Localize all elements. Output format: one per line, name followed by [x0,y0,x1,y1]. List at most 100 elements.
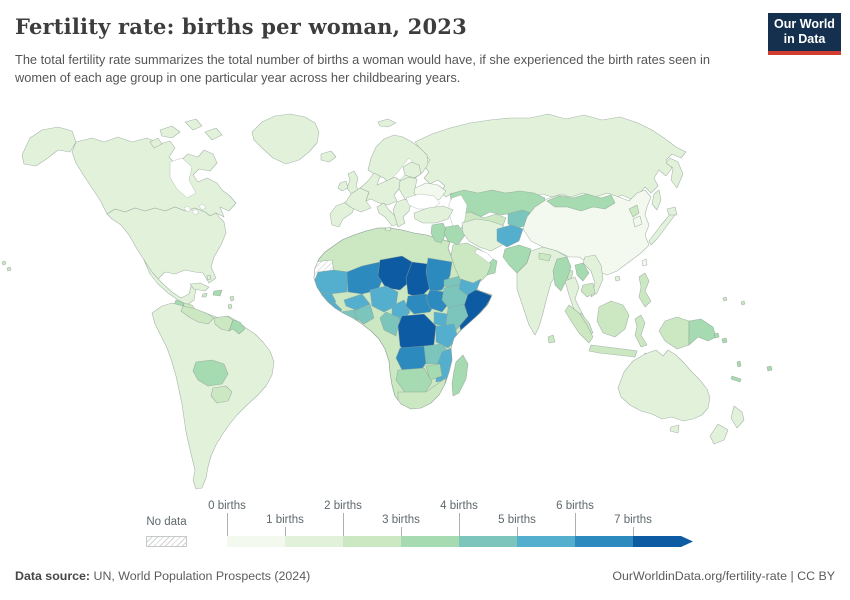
country-south-korea[interactable] [632,215,643,228]
country-zimbabwe[interactable] [425,363,443,381]
legend-bin-4[interactable] [459,536,517,547]
territory-french-guiana[interactable] [228,319,246,335]
country-vietnam[interactable] [582,254,604,298]
country-ireland[interactable] [337,180,349,192]
country-canada[interactable] [71,136,237,218]
country-burkina-faso[interactable] [343,293,371,311]
arctic-island[interactable] [204,127,223,141]
credit-line[interactable]: OurWorldinData.org/fertility-rate | CC B… [612,569,835,583]
country-russia[interactable] [414,113,687,200]
islands-bahamas[interactable] [206,274,212,281]
owid-logo: Our World in Data [768,13,841,55]
country-laos[interactable] [574,262,590,282]
arctic-island[interactable] [159,125,181,139]
island-hispaniola[interactable] [212,289,223,297]
islands-lesser-antilles[interactable] [227,303,233,310]
country-philippines[interactable] [638,272,652,308]
legend-color-bar[interactable] [227,536,693,547]
country-yemen[interactable] [458,278,482,296]
country-usa[interactable] [106,206,227,284]
islands-fiji[interactable] [766,365,773,372]
country-kenya[interactable] [445,303,469,331]
country-madagascar[interactable] [451,354,469,397]
data-source-label: Data source: [15,569,91,583]
region-north-america[interactable] [21,113,337,332]
country-cuba[interactable] [189,282,210,292]
country-australia[interactable] [617,349,711,422]
country-cambodia[interactable] [580,282,596,298]
country-north-korea[interactable] [628,204,640,218]
islands-pacific[interactable] [1,260,7,266]
islands-micronesia[interactable] [740,300,746,306]
region-west-new-guinea[interactable] [658,316,690,350]
region-europe[interactable] [329,113,687,232]
legend-bin-0[interactable] [227,536,285,547]
country-afghanistan[interactable] [496,224,524,248]
country-papua-new-guinea[interactable] [688,318,717,346]
country-mongolia[interactable] [546,193,616,212]
island-sicily[interactable] [384,226,392,232]
region-oceania[interactable] [1,260,773,445]
region-sierra-leone-liberia[interactable] [323,313,345,329]
country-paraguay[interactable] [210,385,233,404]
island-taiwan[interactable] [641,258,648,267]
arctic-island[interactable] [149,137,163,149]
country-alaska[interactable] [21,126,77,167]
country-venezuela[interactable] [180,305,215,325]
island-sakhalin[interactable] [651,189,662,211]
region-middle-east-central-asia[interactable] [413,189,546,296]
data-source: Data source: UN, World Population Prospe… [15,569,310,583]
country-jamaica[interactable] [201,292,208,298]
country-iran[interactable] [461,218,510,252]
islands-solomon[interactable] [721,337,728,344]
region-africa[interactable] [313,227,493,410]
island-sulawesi[interactable] [634,314,648,348]
country-bolivia[interactable] [192,359,229,387]
region-baltics-belarus[interactable] [402,161,422,179]
legend-bin-3[interactable] [401,536,459,547]
region-levant[interactable] [430,222,448,244]
nz-south-island[interactable] [709,423,729,445]
island-java[interactable] [588,344,638,358]
legend-bin-6[interactable] [575,536,633,547]
owid-logo-accent-bar [768,51,841,55]
country-sri-lanka[interactable] [547,334,556,344]
world-choropleth-map[interactable] [0,108,850,500]
region-south-america[interactable] [151,302,275,490]
country-mali[interactable] [346,261,385,295]
arctic-island[interactable] [184,118,203,131]
legend-bin-2[interactable] [343,536,401,547]
island-new-caledonia[interactable] [730,375,742,383]
islands-svalbard[interactable] [377,118,397,128]
islands-solomon[interactable] [713,332,720,339]
country-greenland[interactable] [251,113,320,165]
country-japan[interactable] [648,212,676,246]
island-hainan[interactable] [614,275,621,282]
nz-north-island[interactable] [730,405,745,429]
islands-vanuatu[interactable] [736,360,742,368]
region-central-europe[interactable] [359,172,402,206]
country-turkey[interactable] [413,205,454,224]
legend-tick [401,527,402,536]
legend-bin-1[interactable] [285,536,343,547]
peninsula-kamchatka[interactable] [665,157,684,189]
legend-bin-5[interactable] [517,536,575,547]
country-myanmar[interactable] [552,256,572,292]
island-hokkaido[interactable] [666,206,678,216]
island-sumatra[interactable] [564,304,594,344]
islands-pacific[interactable] [6,266,12,272]
island-borneo[interactable] [596,300,630,338]
country-nepal[interactable] [538,252,552,262]
legend-bin-7-arrow[interactable] [633,536,693,547]
legend-tick-label: 2 births [324,500,362,512]
legend-tick-label: 7 births [614,514,652,526]
island-tasmania[interactable] [669,424,680,434]
country-iceland[interactable] [320,150,337,163]
islands-lesser-antilles[interactable] [229,295,235,302]
legend-no-data-swatch[interactable] [146,536,187,547]
country-oman[interactable] [486,256,498,276]
hudson-bay [169,157,197,199]
islands-micronesia[interactable] [722,296,728,302]
region-congo-gabon[interactable] [379,311,401,337]
region-asia[interactable] [516,189,717,362]
